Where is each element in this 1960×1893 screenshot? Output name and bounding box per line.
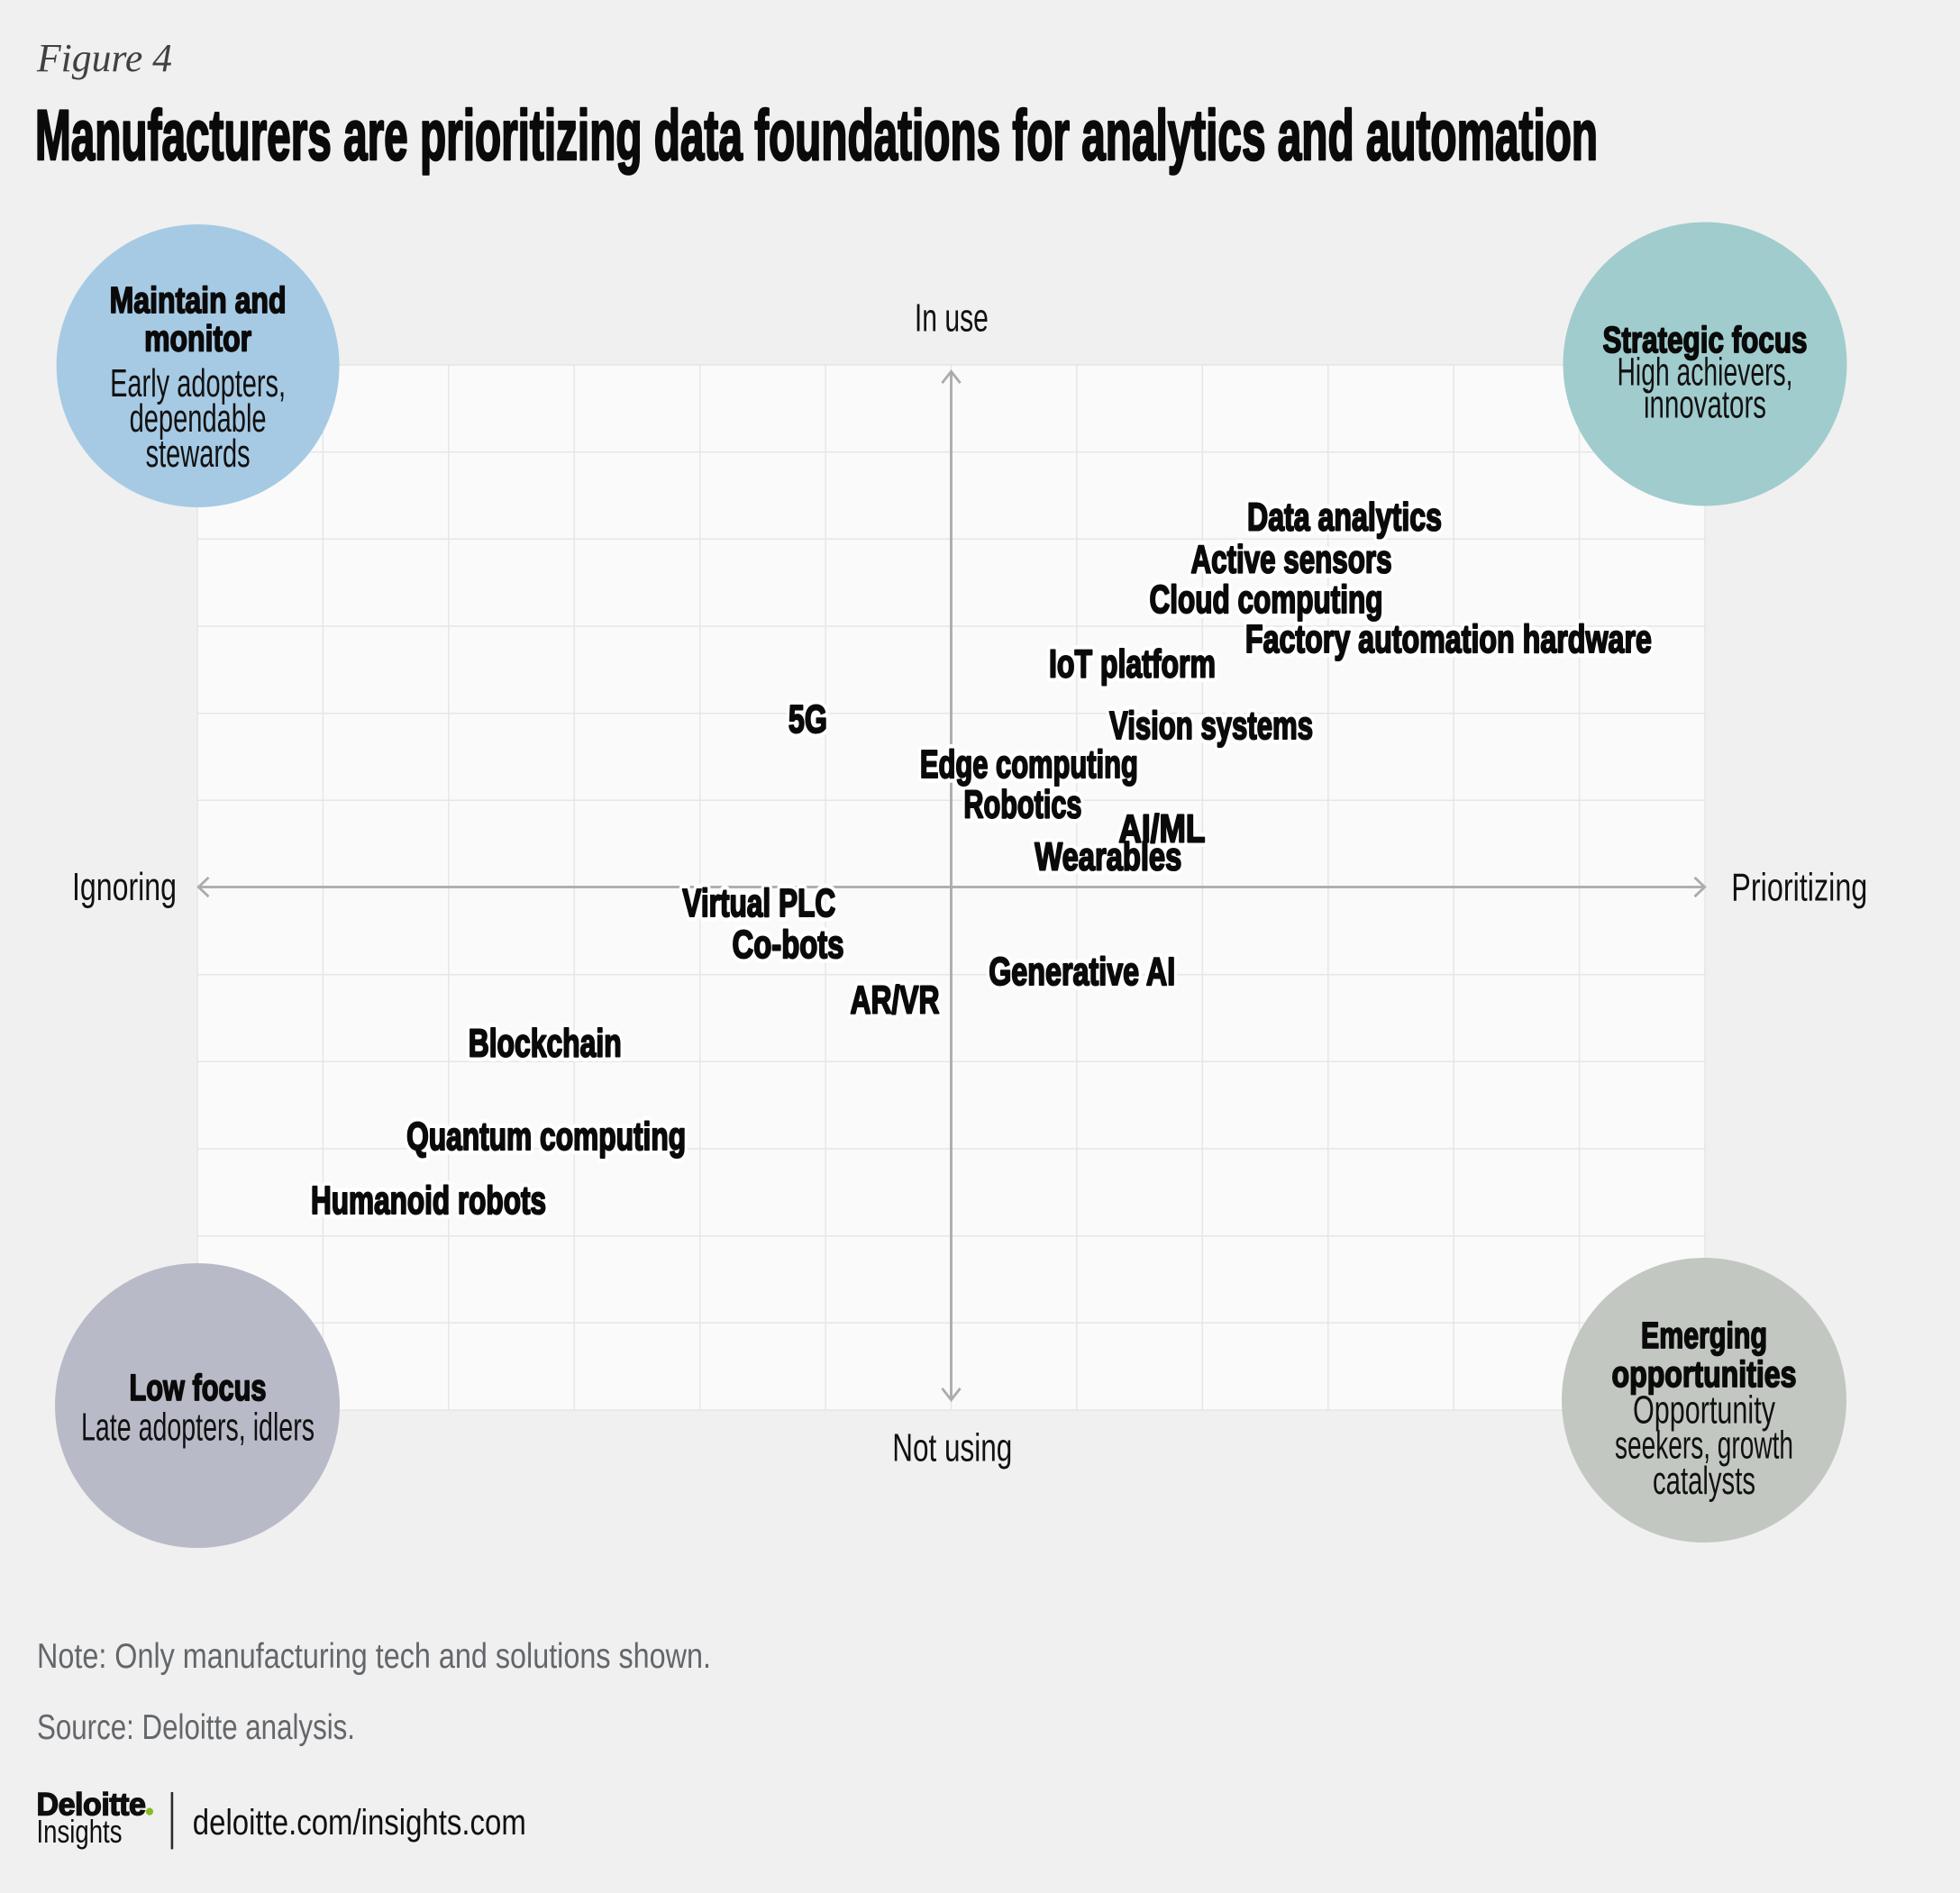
svg-text:Late adopters, idlers: Late adopters, idlers [81,1406,315,1450]
svg-text:Vision systems: Vision systems [1109,705,1313,748]
svg-text:Quantum computing: Quantum computing [406,1115,686,1159]
svg-text:Co-bots: Co-bots [733,924,844,967]
svg-text:Not using: Not using [892,1426,1012,1470]
svg-text:Generative AI: Generative AI [989,951,1175,994]
svg-text:Wearables: Wearables [1035,836,1181,879]
svg-text:Humanoid robots: Humanoid robots [311,1179,546,1223]
svg-text:monitor: monitor [144,318,251,359]
svg-text:Maintain and: Maintain and [110,279,287,321]
svg-text:catalysts: catalysts [1653,1460,1755,1503]
svg-text:IoT platform: IoT platform [1049,643,1216,687]
svg-text:Cloud computing: Cloud computing [1150,578,1383,622]
svg-text:5G: 5G [789,698,827,742]
svg-text:Wearables: Wearables [1035,836,1181,879]
svg-text:Strategic focus: Strategic focus [1603,319,1808,360]
svg-text:Generative AI: Generative AI [989,951,1175,994]
svg-text:IoT platform: IoT platform [1049,643,1216,687]
svg-text:AI/ML: AI/ML [1118,807,1205,851]
svg-text:Ignoring: Ignoring [72,865,177,909]
svg-text:Quantum computing: Quantum computing [406,1115,686,1159]
svg-text:Robotics: Robotics [963,784,1081,827]
svg-text:Figure 4: Figure 4 [36,36,172,80]
svg-text:deloitte.com/insights.com: deloitte.com/insights.com [193,1803,526,1843]
svg-text:Humanoid robots: Humanoid robots [311,1179,546,1223]
svg-text:Note: Only manufacturing tech: Note: Only manufacturing tech and soluti… [37,1637,711,1676]
svg-text:Blockchain: Blockchain [469,1023,622,1066]
svg-text:Virtual PLC: Virtual PLC [682,882,835,925]
svg-text:Active sensors: Active sensors [1191,539,1392,582]
svg-text:Insights: Insights [37,1813,123,1850]
svg-text:Factory automation hardware: Factory automation hardware [1245,618,1652,661]
svg-text:Virtual PLC: Virtual PLC [682,882,835,925]
svg-text:seekers, growth: seekers, growth [1615,1424,1793,1468]
svg-text:Source: Deloitte analysis.: Source: Deloitte analysis. [37,1708,355,1747]
svg-text:Prioritizing: Prioritizing [1731,866,1867,910]
svg-text:Edge computing: Edge computing [920,743,1138,787]
svg-text:AI/ML: AI/ML [1118,807,1205,851]
svg-text:High achievers,: High achievers, [1618,350,1793,394]
svg-text:innovators: innovators [1644,383,1766,426]
svg-text:5G: 5G [789,698,827,742]
svg-text:Data analytics: Data analytics [1247,496,1442,539]
svg-text:Robotics: Robotics [963,784,1081,827]
svg-text:Deloitte: Deloitte [37,1788,146,1823]
svg-text:In use: In use [915,296,989,340]
svg-text:Early adopters,: Early adopters, [110,362,286,405]
svg-text:stewards: stewards [146,432,251,476]
svg-text:Active sensors: Active sensors [1191,539,1392,582]
svg-text:Blockchain: Blockchain [469,1023,622,1066]
svg-text:Co-bots: Co-bots [733,924,844,967]
svg-text:Emerging: Emerging [1641,1315,1767,1356]
svg-text:dependable: dependable [130,397,267,441]
svg-text:Edge computing: Edge computing [920,743,1138,787]
svg-text:Data analytics: Data analytics [1247,496,1442,539]
svg-text:Vision systems: Vision systems [1109,705,1313,748]
svg-text:AR/VR: AR/VR [851,979,940,1023]
svg-text:Factory automation hardware: Factory automation hardware [1245,618,1652,661]
svg-text:Manufacturers are prioritizing: Manufacturers are prioritizing data foun… [35,95,1598,175]
svg-text:opportunities: opportunities [1612,1353,1797,1395]
svg-text:Low focus: Low focus [130,1367,267,1408]
svg-text:Opportunity: Opportunity [1633,1389,1775,1433]
svg-text:AR/VR: AR/VR [851,979,940,1023]
svg-text:Cloud computing: Cloud computing [1150,578,1383,622]
